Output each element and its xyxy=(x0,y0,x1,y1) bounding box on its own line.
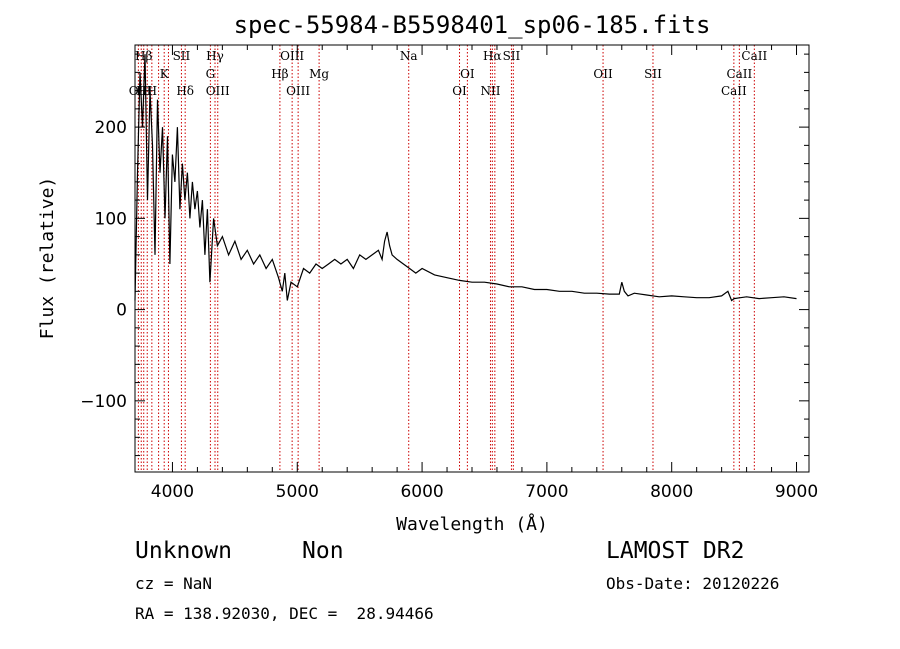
y-axis-label: Flux (relative) xyxy=(37,177,58,340)
coordinates: RA = 138.92030, DEC = 28.94466 xyxy=(135,604,434,623)
object-subclass: Non xyxy=(302,538,344,564)
y-tick-label: −100 xyxy=(80,392,127,412)
line-label: H xyxy=(147,84,157,98)
line-label: SII xyxy=(503,49,521,63)
x-tick-label: 8000 xyxy=(650,482,693,502)
x-tick-label: 4000 xyxy=(151,482,194,502)
chart-title: spec-55984-B5598401_sp06-185.fits xyxy=(234,11,711,39)
spectral-line-labels: OIIHHβHHKSIIHδGHγOIIIHβOIIIOIIIMgNaOIOIN… xyxy=(129,49,768,98)
line-label: NII xyxy=(480,84,500,98)
line-label: CaII xyxy=(726,67,752,81)
line-label: H xyxy=(142,84,152,98)
y-axis: −100 0 100 200 xyxy=(80,53,809,457)
x-tick-label: 9000 xyxy=(775,482,818,502)
x-tick-label: 5000 xyxy=(276,482,319,502)
line-label: OII xyxy=(593,67,613,81)
y-tick-label: 100 xyxy=(95,209,127,229)
line-label: OIII xyxy=(286,84,310,98)
line-label: Hα xyxy=(483,49,502,63)
line-label: Hβ xyxy=(271,67,288,81)
line-label: OIII xyxy=(280,49,304,63)
line-label: OI xyxy=(452,84,467,98)
survey-name: LAMOST DR2 xyxy=(606,538,745,564)
x-tick-label: 6000 xyxy=(400,482,443,502)
x-axis: 4000 5000 6000 7000 8000 9000 xyxy=(151,45,818,502)
y-tick-label: 0 xyxy=(116,301,127,321)
line-label: SII xyxy=(173,49,191,63)
line-label: Hδ xyxy=(176,84,194,98)
object-class: Unknown xyxy=(135,538,232,564)
line-label: Mg xyxy=(309,67,329,81)
spectral-line-markers xyxy=(137,45,755,472)
observation-date: Obs-Date: 20120226 xyxy=(606,574,780,593)
spectrum-line xyxy=(134,54,797,302)
y-tick-label: 200 xyxy=(95,118,127,138)
x-tick-label: 7000 xyxy=(525,482,568,502)
line-label: Na xyxy=(400,49,418,63)
x-axis-label: Wavelength (Å) xyxy=(396,513,548,535)
line-label: CaII xyxy=(721,84,747,98)
line-label: CaII xyxy=(741,49,767,63)
plot-frame xyxy=(134,44,810,473)
redshift-value: cz = NaN xyxy=(135,574,213,593)
line-label: SII xyxy=(644,67,662,81)
line-label: K xyxy=(160,67,170,81)
line-label: OI xyxy=(460,67,475,81)
line-label: OIII xyxy=(206,84,230,98)
line-label: Hγ xyxy=(206,49,224,63)
line-label: Hβ xyxy=(135,49,152,63)
line-label: G xyxy=(206,67,216,81)
